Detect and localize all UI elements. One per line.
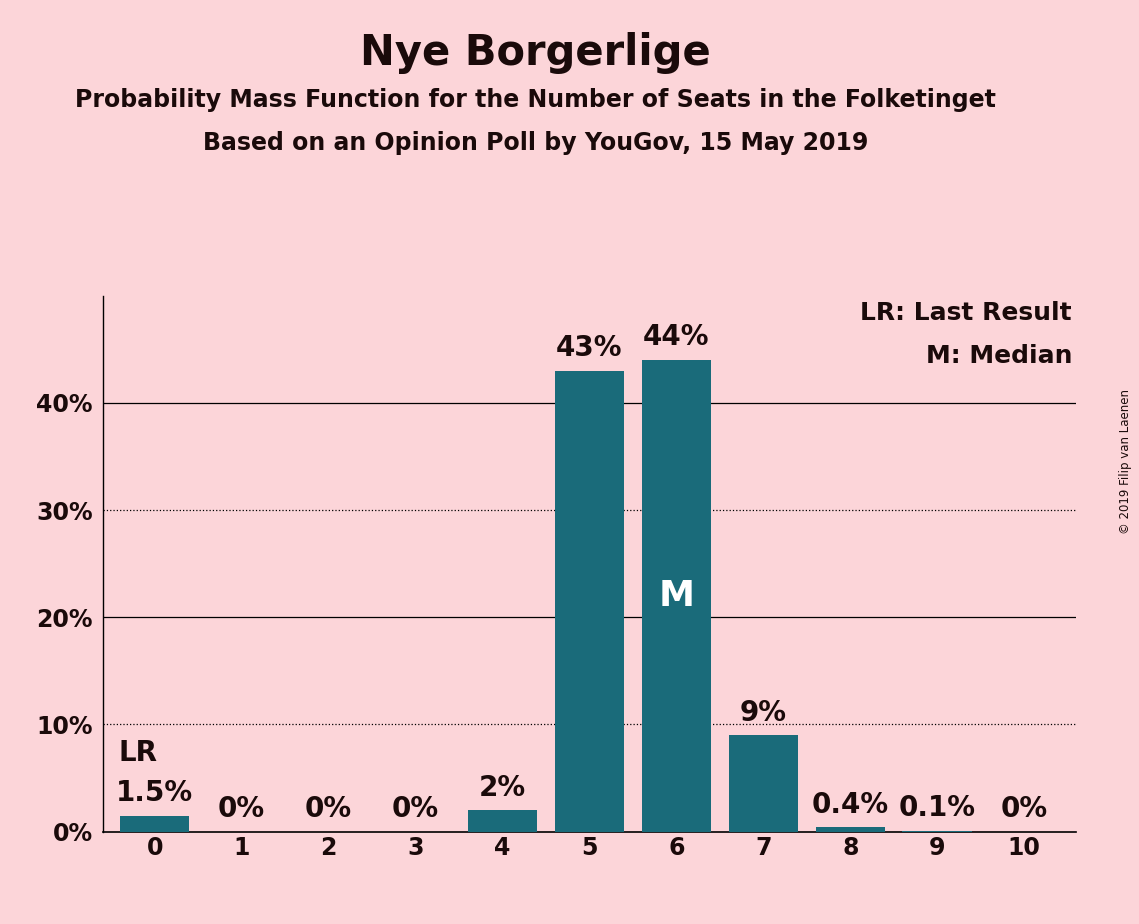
Text: 1.5%: 1.5% (116, 779, 194, 807)
Bar (729, 736, 798, 832)
Text: Nye Borgerlige: Nye Borgerlige (360, 32, 711, 74)
Text: LR: Last Result: LR: Last Result (860, 301, 1072, 325)
Text: 9%: 9% (740, 699, 787, 726)
Text: 0.4%: 0.4% (812, 791, 888, 819)
Bar (641, 360, 711, 832)
Text: 0%: 0% (392, 795, 440, 823)
Bar (816, 827, 885, 832)
Bar (555, 371, 624, 832)
Text: Probability Mass Function for the Number of Seats in the Folketinget: Probability Mass Function for the Number… (75, 88, 995, 112)
Text: Based on an Opinion Poll by YouGov, 15 May 2019: Based on an Opinion Poll by YouGov, 15 M… (203, 131, 868, 155)
Text: 0.1%: 0.1% (899, 794, 976, 822)
Bar (468, 810, 538, 832)
Text: 2%: 2% (478, 773, 526, 802)
Text: 0%: 0% (305, 795, 352, 823)
Text: 44%: 44% (644, 323, 710, 351)
Text: 0%: 0% (218, 795, 265, 823)
Text: 43%: 43% (556, 334, 623, 362)
Text: 0%: 0% (1001, 795, 1048, 823)
Text: M: Median: M: Median (926, 344, 1072, 368)
Text: M: M (658, 578, 695, 613)
Text: © 2019 Filip van Laenen: © 2019 Filip van Laenen (1118, 390, 1132, 534)
Bar (120, 816, 189, 832)
Bar (902, 831, 972, 832)
Text: LR: LR (118, 739, 157, 767)
